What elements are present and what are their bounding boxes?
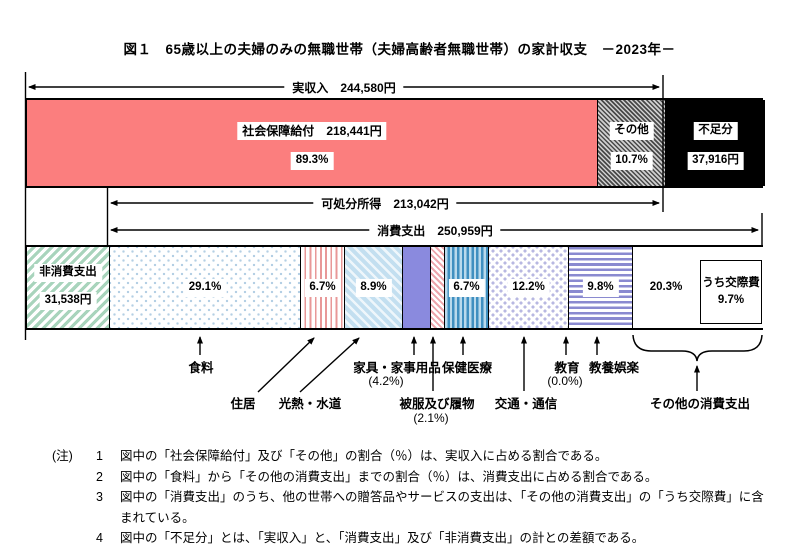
segment-utilities: 8.9% bbox=[344, 247, 402, 328]
note-3-text: 図中の「消費支出」のうち、他の世帯への贈答品やサービスの支出は、「その他の消費支… bbox=[120, 490, 764, 525]
other-consumption-pct: 20.3% bbox=[644, 279, 688, 297]
social-expenses-label: うち交際費 bbox=[702, 276, 760, 289]
expenditure-bar: 非消費支出 31,538円 29.1% 6.7% 8.9% 6.7% 12.2%… bbox=[25, 245, 765, 330]
consumption-amount: 250,959円 bbox=[437, 224, 493, 238]
recreation-pct: 9.8% bbox=[582, 279, 619, 297]
callout-furniture: 家具・家事用品 bbox=[353, 361, 441, 375]
disposable-label: 可処分所得 bbox=[321, 197, 382, 211]
income-amount: 244,580円 bbox=[340, 81, 396, 95]
non-consumption-label: 非消費支出 bbox=[34, 264, 102, 282]
segment-other-consumption: 20.3% うち交際費 9.7% bbox=[632, 247, 765, 328]
social-security-amount: 218,441円 bbox=[326, 124, 382, 138]
note-2-text: 図中の「食料」から「その他の消費支出」までの割合（％）は、消費支出に占める割合で… bbox=[120, 469, 658, 484]
segment-medical: 6.7% bbox=[444, 247, 488, 328]
utilities-arrow bbox=[299, 337, 360, 393]
non-consumption-amount: 31,538円 bbox=[39, 292, 97, 310]
callout-food: 食料 bbox=[188, 361, 214, 375]
callout-clothing-pct: (2.1%) bbox=[413, 411, 449, 425]
segment-other-income: その他 10.7% bbox=[597, 100, 665, 186]
housing-arrow bbox=[257, 337, 315, 393]
segment-non-consumption: 非消費支出 31,538円 bbox=[27, 247, 109, 328]
segment-deficit: 不足分 37,916円 bbox=[665, 100, 765, 186]
callout-utilities: 光熱・水道 bbox=[278, 397, 342, 411]
callout-medical: 保健医療 bbox=[441, 361, 493, 375]
callout-furniture-pct: (4.2%) bbox=[368, 374, 404, 388]
callout-other-consumption: その他の消費支出 bbox=[649, 397, 751, 411]
consumption-dimension-label: 消費支出 250,959円 bbox=[369, 222, 501, 239]
note-4-text: 図中の「不足分」とは、「実収入」と、「消費支出」及び「非消費支出」の計との差額で… bbox=[120, 531, 645, 545]
other-income-pct: 10.7% bbox=[610, 152, 653, 170]
deficit-label: 不足分 bbox=[693, 122, 738, 140]
other-income-label: その他 bbox=[609, 122, 654, 140]
segment-social-security: 社会保障給付 218,441円 89.3% bbox=[27, 100, 597, 186]
segment-clothing bbox=[430, 247, 444, 328]
segment-food: 29.1% bbox=[109, 247, 300, 328]
food-pct: 29.1% bbox=[183, 279, 227, 297]
social-expenses-pct: 9.7% bbox=[717, 294, 745, 306]
other-consumption-brace bbox=[632, 334, 763, 362]
social-security-pct: 89.3% bbox=[290, 152, 334, 170]
box-social-expenses: うち交際費 9.7% bbox=[700, 260, 762, 324]
note-1-text: 図中の「社会保障給付」及び「その他」の割合（％）は、実収入に占める割合である。 bbox=[120, 449, 608, 463]
note-4-num: 4 bbox=[96, 531, 103, 545]
notes-heading: (注) bbox=[52, 449, 73, 463]
segment-housing: 6.7% bbox=[300, 247, 344, 328]
disposable-dimension-label: 可処分所得 213,042円 bbox=[313, 195, 457, 212]
deficit-amount: 37,916円 bbox=[687, 152, 744, 170]
income-label: 実収入 bbox=[292, 81, 329, 95]
segment-transport: 12.2% bbox=[488, 247, 568, 328]
note-1-num: 1 bbox=[96, 449, 103, 463]
note-3-num: 3 bbox=[96, 490, 103, 504]
callout-education: 教育 bbox=[554, 361, 580, 375]
social-security-label-chip: 社会保障給付 218,441円 bbox=[237, 122, 387, 141]
housing-pct: 6.7% bbox=[304, 279, 341, 297]
consumption-label: 消費支出 bbox=[377, 224, 426, 238]
callout-housing: 住居 bbox=[230, 397, 256, 411]
income-dimension-label: 実収入 244,580円 bbox=[284, 79, 404, 96]
utilities-pct: 8.9% bbox=[355, 279, 392, 297]
social-security-label: 社会保障給付 bbox=[242, 124, 315, 138]
callout-clothing: 被服及び履物 bbox=[399, 397, 475, 411]
income-bar: 社会保障給付 218,441円 89.3% その他 10.7% 不足分 37,9… bbox=[25, 98, 765, 188]
page-title: 図１ 65歳以上の夫婦のみの無職世帯（夫婦高齢者無職世帯）の家計収支 －2023… bbox=[123, 42, 676, 57]
callout-transport: 交通・通信 bbox=[494, 397, 558, 411]
note-2-num: 2 bbox=[96, 469, 103, 484]
medical-pct: 6.7% bbox=[448, 279, 485, 297]
segment-recreation: 9.8% bbox=[568, 247, 632, 328]
transport-pct: 12.2% bbox=[507, 279, 550, 297]
segment-furniture bbox=[402, 247, 430, 328]
disposable-amount: 213,042円 bbox=[393, 197, 449, 211]
callout-recreation: 教養娯楽 bbox=[588, 361, 640, 375]
notes-block: (注) 1 図中の「社会保障給付」及び「その他」の割合（％）は、実収入に占める割… bbox=[52, 446, 768, 549]
callout-education-pct: (0.0%) bbox=[547, 374, 583, 388]
